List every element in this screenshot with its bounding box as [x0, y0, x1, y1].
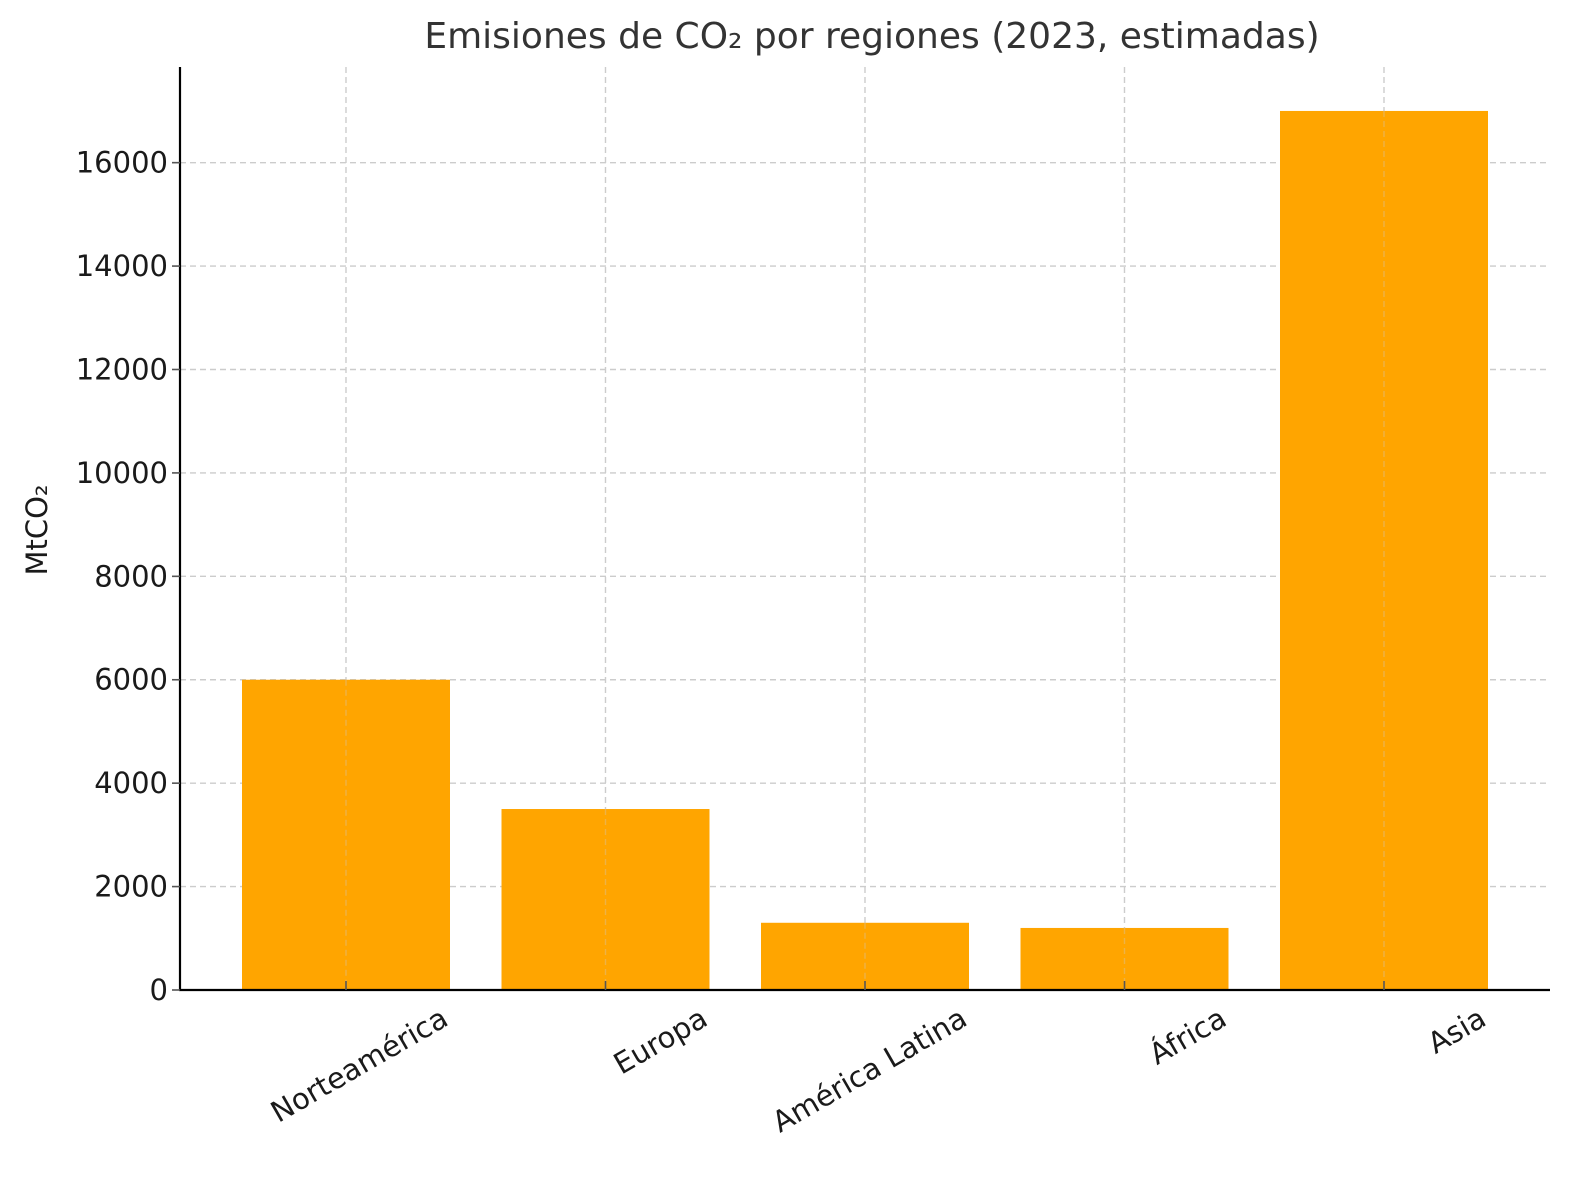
y-ticks: 0 2000 4000 6000 8000 10000 12000 14000 16000	[76, 146, 180, 1007]
chart-title: Emisiones de CO₂ por regiones (2023, est…	[424, 16, 1319, 57]
y-tick-label: 6000	[94, 663, 168, 697]
x-tick-label: Europa	[608, 1001, 713, 1081]
bar-2	[501, 809, 710, 990]
x-tick-label: Norteamérica	[265, 1001, 454, 1130]
y-tick-label: 0	[150, 973, 168, 1007]
y-tick-label: 10000	[76, 456, 168, 490]
y-tick-label: 8000	[94, 559, 168, 593]
y-tick-label: 4000	[94, 766, 168, 800]
y-tick-label: 16000	[76, 146, 168, 180]
bar-3	[761, 922, 969, 990]
y-axis-label: MtCO₂	[20, 484, 54, 575]
y-tick-label: 2000	[94, 870, 168, 904]
bar-5	[1280, 110, 1488, 990]
x-tick-label: América Latina	[766, 1001, 972, 1140]
x-ticks: Norteamérica Europa América Latina África As…	[265, 981, 1492, 1139]
y-tick-label: 12000	[76, 352, 168, 386]
bar-1	[242, 679, 450, 990]
x-tick-label: Asia	[1422, 1001, 1492, 1061]
x-tick-label: África	[1143, 1001, 1232, 1072]
bars	[242, 110, 1488, 990]
bar-4	[1020, 927, 1229, 990]
y-tick-label: 14000	[76, 249, 168, 283]
